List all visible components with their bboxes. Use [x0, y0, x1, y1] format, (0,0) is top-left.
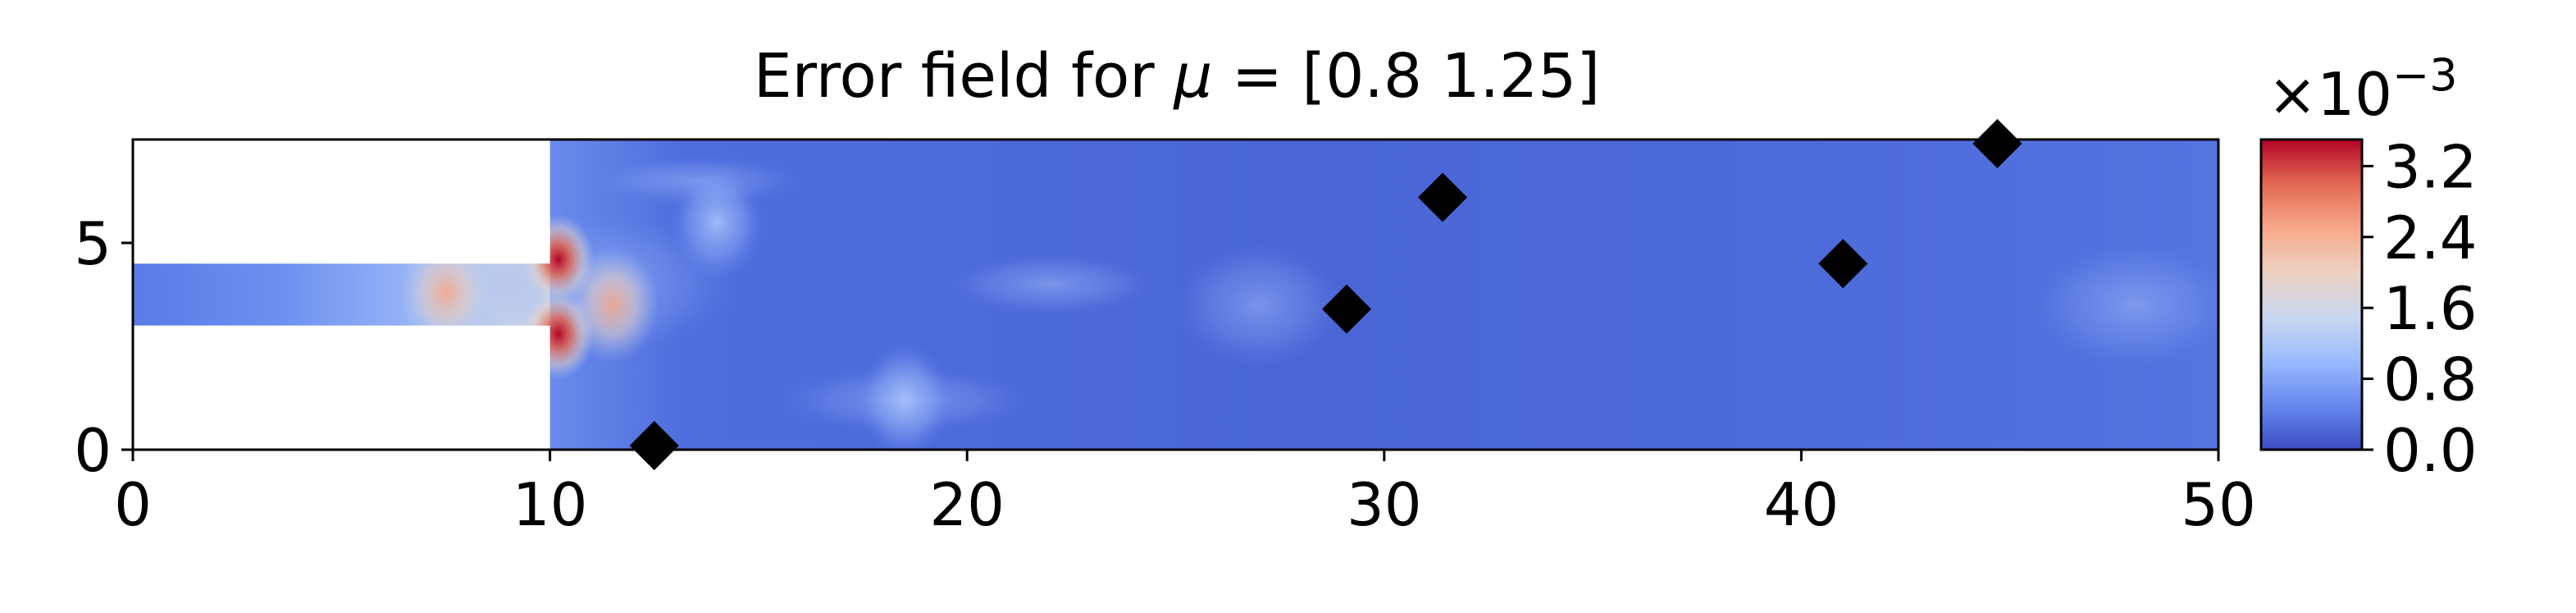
error-hotspot	[858, 342, 951, 450]
chart-title: Error field for μ = [0.8 1.25]	[754, 41, 1600, 112]
y-tick-label: 5	[74, 209, 112, 278]
axes-frame	[131, 138, 2220, 451]
colorbar-multiplier: ×10−3	[2268, 49, 2458, 129]
x-tick-label: 20	[929, 470, 1005, 539]
x-tick-label: 30	[1347, 470, 1422, 539]
x-axis: 0 10 20 30 40 50	[114, 450, 2256, 539]
sensor-marker	[1972, 119, 2022, 169]
colorbar-tick-label: 0.8	[2383, 345, 2478, 414]
y-tick-label: 0	[74, 416, 112, 485]
multiplier-exponent: −3	[2392, 49, 2458, 101]
domain-void-top	[133, 140, 550, 264]
sensor-marker	[1818, 239, 1868, 289]
field-patch	[2031, 243, 2218, 368]
sensor-marker	[629, 420, 679, 470]
colorbar: 0.00.81.62.43.2 ×10−3	[2259, 49, 2478, 485]
error-hotspot	[566, 247, 659, 363]
colorbar-tick-label: 1.6	[2383, 274, 2478, 343]
title-suffix: = [0.8 1.25]	[1212, 41, 1600, 112]
multiplier-base: ×10	[2268, 60, 2392, 129]
colorbar-tick-label: 3.2	[2383, 132, 2478, 201]
colorbar-gradient	[2259, 138, 2364, 451]
colorbar-ticks: 0.00.81.62.43.2	[2362, 132, 2478, 485]
sensor-marker	[1322, 284, 1372, 334]
plot-area: 0 10 20 30 40 50 05	[74, 119, 2256, 539]
field-patch	[946, 253, 1156, 316]
title-mu-symbol: μ	[1173, 41, 1212, 112]
sensor-markers	[629, 119, 2022, 470]
sensor-marker	[1418, 172, 1468, 222]
colorbar-tick-label: 0.0	[2383, 416, 2478, 485]
error-hotspot	[671, 164, 764, 280]
x-tick-label: 40	[1764, 470, 1840, 539]
colorbar-tick-label: 2.4	[2383, 204, 2478, 272]
x-tick-label: 50	[2181, 470, 2256, 539]
x-tick-label: 0	[114, 470, 152, 539]
field-patch	[1175, 243, 1343, 368]
title-prefix: Error field for	[754, 41, 1174, 112]
x-tick-label: 10	[513, 470, 588, 539]
error-field-heatmap	[133, 140, 2218, 450]
y-axis: 05	[74, 209, 133, 485]
domain-void-bottom	[133, 325, 550, 450]
error-hotspot	[399, 235, 492, 350]
